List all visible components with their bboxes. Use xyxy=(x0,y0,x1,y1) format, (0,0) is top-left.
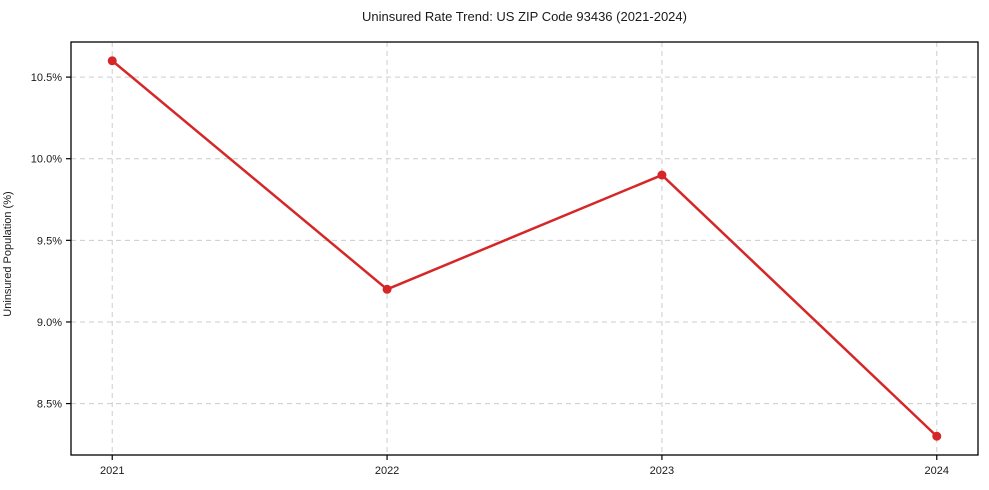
x-tick-label: 2023 xyxy=(650,465,674,477)
x-tick-label: 2022 xyxy=(375,465,399,477)
axis-tick-labels: 2021 2022 2023 2024 8.5% 9.0% 9.5% 10.0% 10.5% xyxy=(31,72,949,477)
plot-border xyxy=(70,41,979,456)
y-tick-label: 9.5% xyxy=(37,235,62,247)
y-tick-label: 8.5% xyxy=(37,399,62,411)
data-line xyxy=(110,59,939,438)
axis-ticks xyxy=(66,76,938,460)
chart-title: Uninsured Rate Trend: US ZIP Code 93436 … xyxy=(362,9,687,24)
x-tick-label: 2021 xyxy=(100,465,124,477)
data-markers xyxy=(107,56,942,441)
x-tick-label: 2024 xyxy=(925,465,949,477)
gridlines xyxy=(71,42,978,455)
y-tick-label: 10.5% xyxy=(31,72,62,84)
y-tick-label: 9.0% xyxy=(37,317,62,329)
y-tick-label: 10.0% xyxy=(31,154,62,166)
